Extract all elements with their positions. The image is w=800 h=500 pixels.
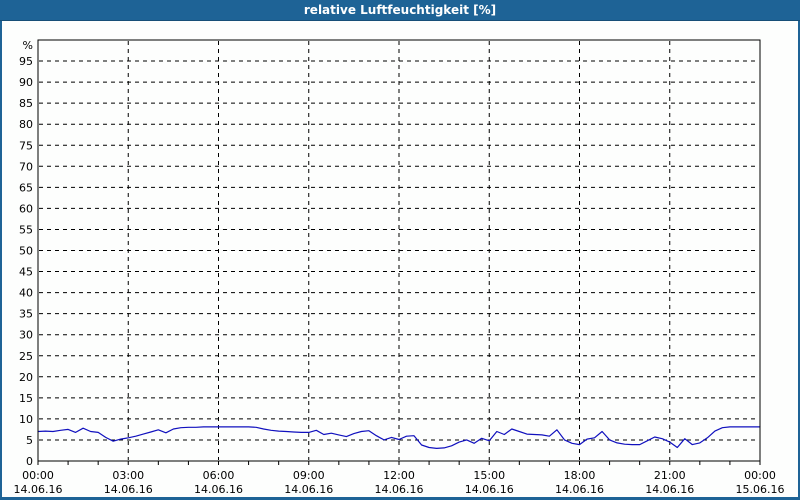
- x-tick-time-label: 21:00: [654, 469, 686, 482]
- y-tick-label: 45: [19, 266, 33, 279]
- x-tick-date-label: 14.06.16: [555, 483, 604, 496]
- y-tick-label: 5: [26, 434, 33, 447]
- y-tick-label: 50: [19, 245, 33, 258]
- x-tick-date-label: 14.06.16: [14, 483, 63, 496]
- plot-border: [37, 39, 761, 462]
- humidity-series-line: [37, 426, 761, 449]
- x-tick-date-label: 14.06.16: [194, 483, 243, 496]
- y-tick-label: 10: [19, 413, 33, 426]
- x-tick-time-label: 00:00: [744, 469, 776, 482]
- y-tick-label: 90: [19, 76, 33, 89]
- y-tick-label: 70: [19, 160, 33, 173]
- x-minor-ticks: [37, 461, 761, 465]
- y-tick-label: 40: [19, 287, 33, 300]
- y-tick-label: 35: [19, 308, 33, 321]
- window-titlebar: relative Luftfeuchtigkeit [%]: [0, 0, 800, 21]
- x-tick-time-label: 09:00: [293, 469, 325, 482]
- x-tick-time-label: 18:00: [564, 469, 596, 482]
- x-tick-time-label: 03:00: [112, 469, 144, 482]
- x-tick-date-label: 15.06.16: [736, 483, 785, 496]
- x-tick-time-label: 06:00: [203, 469, 235, 482]
- y-tick-label: 55: [19, 223, 33, 236]
- y-tick-label: 95: [19, 55, 33, 68]
- window-title: relative Luftfeuchtigkeit [%]: [303, 3, 497, 17]
- x-tick-date-label: 14.06.16: [284, 483, 333, 496]
- x-tick-date-label: 14.06.16: [375, 483, 424, 496]
- x-tick-time-label: 12:00: [383, 469, 415, 482]
- x-tick-date-label: 14.06.16: [104, 483, 153, 496]
- y-tick-label: 30: [19, 329, 33, 342]
- y-tick-label: 85: [19, 97, 33, 110]
- y-tick-label: 80: [19, 118, 33, 131]
- y-tick-label: 0: [26, 455, 33, 468]
- y-tick-label: 25: [19, 350, 33, 363]
- x-tick-time-label: 00:00: [22, 469, 54, 482]
- y-tick-label: 60: [19, 202, 33, 215]
- x-gridlines: [127, 41, 671, 460]
- y-tick-label: 65: [19, 181, 33, 194]
- y-tick-label: 15: [19, 392, 33, 405]
- y-tick-label: 20: [19, 371, 33, 384]
- x-tick-date-label: 14.06.16: [465, 483, 514, 496]
- y-axis-unit-label: %: [23, 39, 33, 52]
- y-tick-label: 75: [19, 139, 33, 152]
- x-tick-time-label: 15:00: [473, 469, 505, 482]
- x-tick-date-label: 14.06.16: [645, 483, 694, 496]
